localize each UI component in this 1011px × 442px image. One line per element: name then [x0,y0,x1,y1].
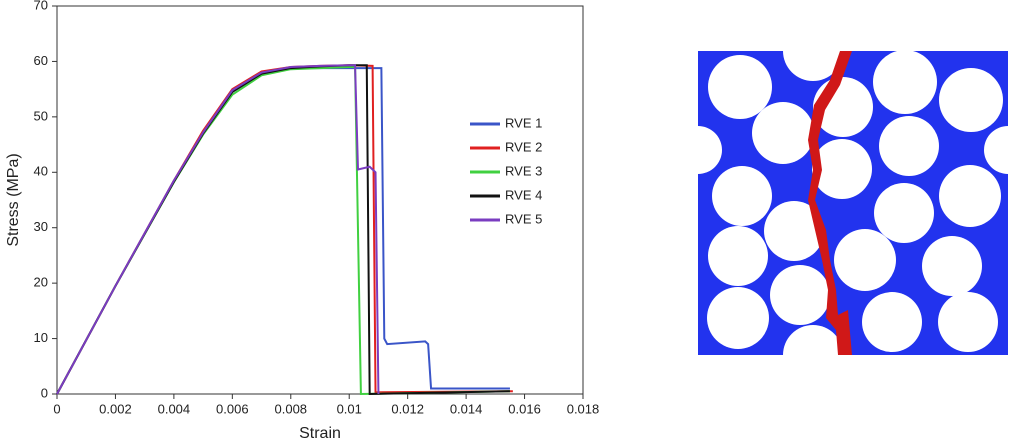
series-line [56,67,510,395]
y-tick-label: 50 [34,108,48,123]
series-line [56,64,513,395]
x-tick-label: 0.014 [450,401,483,416]
legend-label: RVE 1 [505,115,542,130]
y-tick-label: 30 [34,219,48,234]
x-tick-label: 0.006 [216,401,249,416]
x-tick-label: 0.012 [391,401,424,416]
series-line [56,64,380,395]
y-tick-label: 70 [34,0,48,12]
y-tick-label: 0 [41,385,48,400]
x-tick-label: 0.018 [567,401,600,416]
y-tick-label: 60 [34,53,48,68]
x-tick-label: 0.016 [508,401,541,416]
x-tick-label: 0.01 [337,401,362,416]
microstructure [698,51,1008,355]
series-line [56,65,510,396]
x-axis-label: Strain [299,425,341,442]
x-tick-label: 0.008 [275,401,308,416]
y-tick-label: 40 [34,164,48,179]
legend-label: RVE 5 [505,211,542,226]
y-tick-label: 20 [34,275,48,290]
legend-label: RVE 3 [505,163,542,178]
x-tick-label: 0 [53,401,60,416]
x-tick-label: 0.002 [99,401,132,416]
series-line [56,64,510,396]
plot-frame [56,5,584,395]
legend-label: RVE 2 [505,139,542,154]
legend-label: RVE 4 [505,187,542,202]
y-axis-label: Stress (MPa) [5,153,22,246]
x-tick-label: 0.004 [158,401,191,416]
y-tick-label: 10 [34,330,48,345]
plot: 0 10 20 30 40 50 60 70 0 0.002 0.004 0.006 0.008 0.01… [34,0,600,416]
